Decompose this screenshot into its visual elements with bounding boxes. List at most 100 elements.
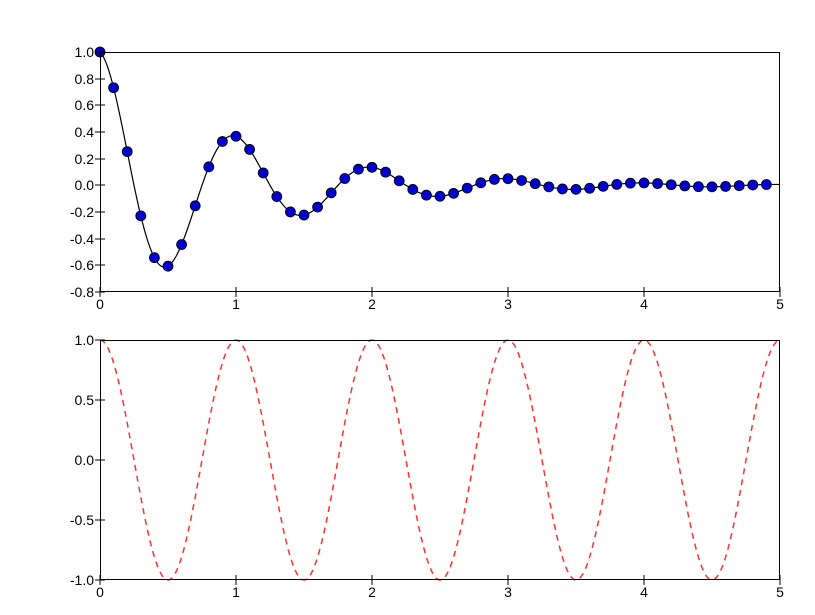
ytick-label: 0.2 <box>75 151 94 167</box>
marker <box>489 174 499 184</box>
marker <box>190 201 200 211</box>
marker <box>476 178 486 188</box>
xtick-label: 1 <box>232 296 240 312</box>
ytick-label: -1.0 <box>70 572 94 588</box>
ytick-label: -0.2 <box>70 204 94 220</box>
marker <box>571 184 581 194</box>
ytick-mark <box>100 158 105 159</box>
series-line <box>100 52 780 267</box>
subplot-bottom-plot <box>100 340 780 580</box>
ytick-mark <box>100 520 105 521</box>
xtick-label: 3 <box>504 584 512 600</box>
ytick-mark <box>100 212 105 213</box>
ytick-label: -0.5 <box>70 512 94 528</box>
ytick-mark <box>100 185 105 186</box>
series-markers <box>95 47 771 271</box>
marker <box>421 190 431 200</box>
ytick-label: 0.6 <box>75 97 94 113</box>
marker <box>353 164 363 174</box>
marker <box>585 183 595 193</box>
xtick-label: 2 <box>368 296 376 312</box>
xtick-label: 4 <box>640 296 648 312</box>
marker <box>517 175 527 185</box>
marker <box>149 253 159 263</box>
xtick-mark <box>508 287 509 292</box>
xtick-mark <box>236 287 237 292</box>
ytick-label: -0.6 <box>70 257 94 273</box>
xtick-label: 4 <box>640 584 648 600</box>
marker <box>313 202 323 212</box>
marker <box>245 144 255 154</box>
marker <box>557 184 567 194</box>
marker <box>394 176 404 186</box>
ytick-mark <box>100 52 105 53</box>
xtick-label: 3 <box>504 296 512 312</box>
marker <box>530 179 540 189</box>
marker <box>217 136 227 146</box>
marker <box>204 162 214 172</box>
marker <box>109 83 119 93</box>
ytick-mark <box>100 238 105 239</box>
marker <box>544 182 554 192</box>
ytick-mark <box>100 132 105 133</box>
marker <box>381 167 391 177</box>
subplot-top: 012345-0.8-0.6-0.4-0.20.00.20.40.60.81.0 <box>100 52 780 292</box>
marker <box>285 207 295 217</box>
xtick-label: 0 <box>96 584 104 600</box>
figure: 012345-0.8-0.6-0.4-0.20.00.20.40.60.81.0… <box>0 0 815 615</box>
marker <box>639 178 649 188</box>
marker <box>299 210 309 220</box>
ytick-label: 1.0 <box>75 44 94 60</box>
ytick-label: 0.4 <box>75 124 94 140</box>
ytick-mark <box>100 460 105 461</box>
ytick-mark <box>100 580 105 581</box>
marker <box>136 211 146 221</box>
subplot-bottom: 012345-1.0-0.50.00.51.0 <box>100 340 780 580</box>
ytick-label: 1.0 <box>75 332 94 348</box>
marker <box>272 192 282 202</box>
xtick-mark <box>644 575 645 580</box>
ytick-label: 0.0 <box>75 452 94 468</box>
xtick-mark <box>780 575 781 580</box>
xtick-label: 0 <box>96 296 104 312</box>
ytick-mark <box>100 78 105 79</box>
subplot-top-plot <box>100 52 780 292</box>
marker <box>693 182 703 192</box>
ytick-label: 0.8 <box>75 71 94 87</box>
ytick-mark <box>100 105 105 106</box>
marker <box>503 174 513 184</box>
xtick-mark <box>372 287 373 292</box>
ytick-label: -0.8 <box>70 284 94 300</box>
marker <box>680 181 690 191</box>
xtick-mark <box>372 575 373 580</box>
marker <box>598 181 608 191</box>
xtick-label: 1 <box>232 584 240 600</box>
marker <box>367 162 377 172</box>
marker <box>653 179 663 189</box>
xtick-label: 5 <box>776 296 784 312</box>
marker <box>748 180 758 190</box>
ytick-mark <box>100 265 105 266</box>
ytick-label: -0.4 <box>70 231 94 247</box>
xtick-mark <box>236 575 237 580</box>
marker <box>612 179 622 189</box>
marker <box>707 182 717 192</box>
marker <box>734 181 744 191</box>
marker <box>666 180 676 190</box>
marker <box>258 168 268 178</box>
marker <box>408 184 418 194</box>
marker <box>163 261 173 271</box>
ytick-mark <box>100 400 105 401</box>
marker <box>326 188 336 198</box>
xtick-mark <box>644 287 645 292</box>
marker <box>340 174 350 184</box>
xtick-label: 2 <box>368 584 376 600</box>
xtick-mark <box>780 287 781 292</box>
xtick-mark <box>508 575 509 580</box>
xtick-label: 5 <box>776 584 784 600</box>
ytick-label: 0.0 <box>75 177 94 193</box>
ytick-mark <box>100 340 105 341</box>
marker <box>761 180 771 190</box>
ytick-label: 0.5 <box>75 392 94 408</box>
marker <box>435 191 445 201</box>
